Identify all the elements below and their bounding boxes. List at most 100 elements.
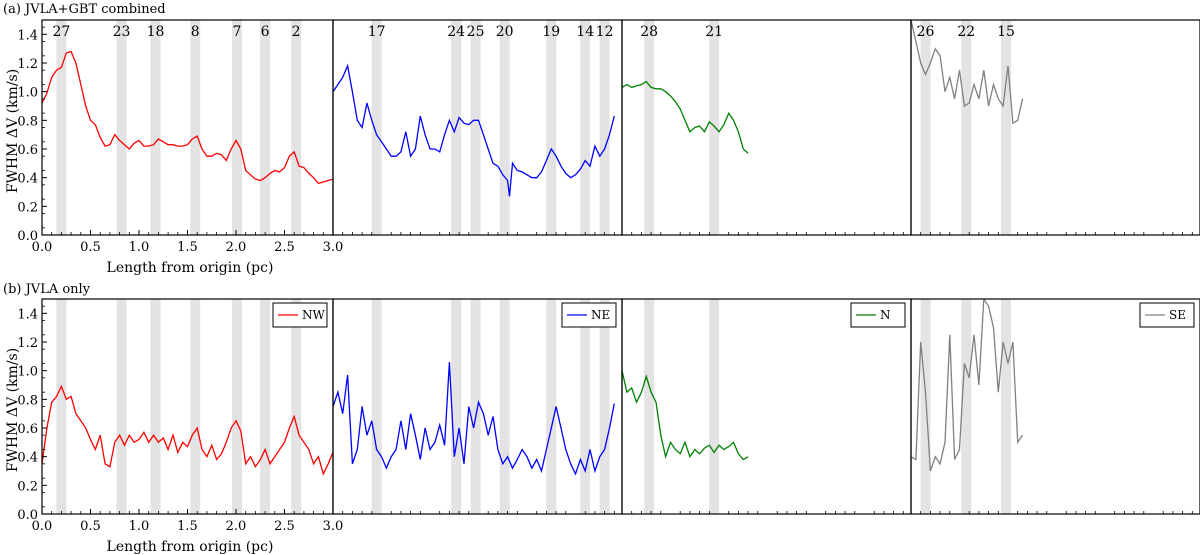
subpanel-frame (910, 19, 1200, 236)
filament-marker-band (150, 20, 161, 235)
x-tick-label: 3.0 (323, 240, 344, 255)
filament-marker-band (116, 20, 127, 235)
row-b: (b) JVLA only FWHM ΔV (km/s) Length from… (3, 282, 1200, 555)
panel-label-a: (a) JVLA+GBT combined (3, 2, 166, 17)
filament-marker-band (260, 299, 271, 514)
filament-marker-band (961, 20, 972, 235)
filament-marker-band (499, 299, 510, 514)
filament-marker-label: 25 (467, 24, 485, 40)
filament-marker-band (190, 299, 201, 514)
filament-marker-label: 2 (292, 24, 301, 40)
filament-marker-band (190, 20, 201, 235)
y-axis-label-b: FWHM ΔV (km/s) (5, 348, 21, 472)
filament-marker-band (470, 299, 481, 514)
filament-marker-band (231, 299, 242, 514)
subpanel-frame (621, 19, 912, 236)
y-tick-label: 0.2 (17, 200, 38, 215)
y-tick-label: 0.4 (17, 172, 38, 187)
filament-marker-band (546, 20, 557, 235)
legend-label: NE (591, 308, 610, 322)
filament-marker-band (260, 20, 271, 235)
filament-marker-band (920, 299, 931, 514)
filament-marker-band (291, 20, 302, 235)
filament-marker-label: 24 (447, 24, 465, 40)
filament-marker-band (599, 299, 610, 514)
legend-label: SE (1169, 308, 1186, 322)
legend-se: SE (1139, 302, 1195, 328)
subpanel-frame (910, 298, 1200, 515)
filament-marker-band (546, 299, 557, 514)
filament-marker-label: 27 (52, 24, 70, 40)
y-tick-label: 0.4 (17, 451, 38, 466)
legend-label: NW (302, 308, 326, 322)
x-tick-label: 1.5 (177, 240, 198, 255)
series-line-se (911, 20, 1024, 125)
filament-marker-label: 19 (542, 24, 560, 40)
filament-marker-band (116, 299, 127, 514)
y-tick-label: 0.0 (17, 229, 38, 244)
y-tick-label: 1.0 (17, 365, 38, 380)
filament-marker-band (709, 20, 720, 235)
x-tick-label: 2.5 (274, 519, 295, 534)
filament-marker-band (291, 299, 302, 514)
filament-marker-band (371, 20, 382, 235)
filament-marker-band (470, 20, 481, 235)
filament-marker-band (1001, 299, 1012, 514)
y-axis-label-a: FWHM ΔV (km/s) (5, 69, 21, 193)
filament-marker-band (371, 299, 382, 514)
plot-area-b: 0.0 0.2 0.4 0.6 0.8 1.0 1.2 1.4 0.0 0.5 1.0 1.5 2.0 2… (17, 298, 1200, 534)
filament-marker-band (580, 299, 591, 514)
series-line-nw (42, 384, 333, 476)
filament-marker-label: 18 (147, 24, 165, 40)
x-tick-label: 0.5 (80, 240, 101, 255)
x-tick-label: 2.0 (226, 240, 247, 255)
filament-marker-label: 7 (233, 24, 242, 40)
x-tick-label: 3.0 (323, 519, 344, 534)
legend-ne: NE (561, 302, 617, 328)
filament-marker-band (499, 20, 510, 235)
filament-marker-label: 20 (496, 24, 514, 40)
plot-area-a: 27 23 18 8 7 6 2 0.0 0.2 0.4 0.6 0.8 1.0 1.2 1.4 0.0 0.5… (17, 19, 1200, 255)
legend-n: N (850, 302, 906, 328)
row-a: (a) JVLA+GBT combined FWHM ΔV (km/s) Len… (3, 2, 1200, 276)
y-tick-label: 0.8 (17, 114, 38, 129)
y-tick-label: 0.0 (17, 508, 38, 523)
subpanel-frame (41, 298, 334, 515)
x-tick-label: 1.0 (129, 519, 150, 534)
series-line-nw (42, 50, 333, 185)
filament-marker-label: 14 (576, 24, 594, 40)
filament-marker-band (920, 20, 931, 235)
filament-marker-label: 21 (705, 24, 723, 40)
filament-marker-band (56, 299, 67, 514)
y-tick-label: 1.4 (17, 28, 38, 43)
y-tick-label: 1.4 (17, 307, 38, 322)
filament-marker-label: 6 (261, 24, 270, 40)
series-line-se (911, 299, 1024, 472)
x-tick-label: 1.0 (129, 240, 150, 255)
x-tick-label: 0.5 (80, 519, 101, 534)
filament-marker-band (231, 20, 242, 235)
legend-nw: NW (272, 302, 328, 328)
x-tick-label: 1.5 (177, 519, 198, 534)
y-tick-label: 1.0 (17, 86, 38, 101)
y-tick-label: 0.2 (17, 479, 38, 494)
filament-marker-band (599, 20, 610, 235)
subpanel-frame (621, 298, 912, 515)
filament-marker-label: 15 (997, 24, 1015, 40)
x-axis-label-b: Length from origin (pc) (107, 539, 274, 555)
x-axis-label-a: Length from origin (pc) (107, 260, 274, 276)
filament-marker-label: 12 (596, 24, 614, 40)
x-tick-label: 0.0 (32, 240, 53, 255)
filament-marker-band (644, 20, 655, 235)
panel-label-b: (b) JVLA only (3, 282, 91, 297)
filament-marker-band (56, 20, 67, 235)
filament-marker-label: 28 (640, 24, 658, 40)
legend-label: N (880, 308, 891, 322)
subpanel-frame (41, 19, 334, 236)
y-tick-label: 1.2 (17, 57, 38, 72)
y-tick-label: 0.6 (17, 422, 38, 437)
filament-marker-label: 8 (191, 24, 200, 40)
filament-marker-label: 17 (368, 24, 386, 40)
filament-marker-band (644, 299, 655, 514)
